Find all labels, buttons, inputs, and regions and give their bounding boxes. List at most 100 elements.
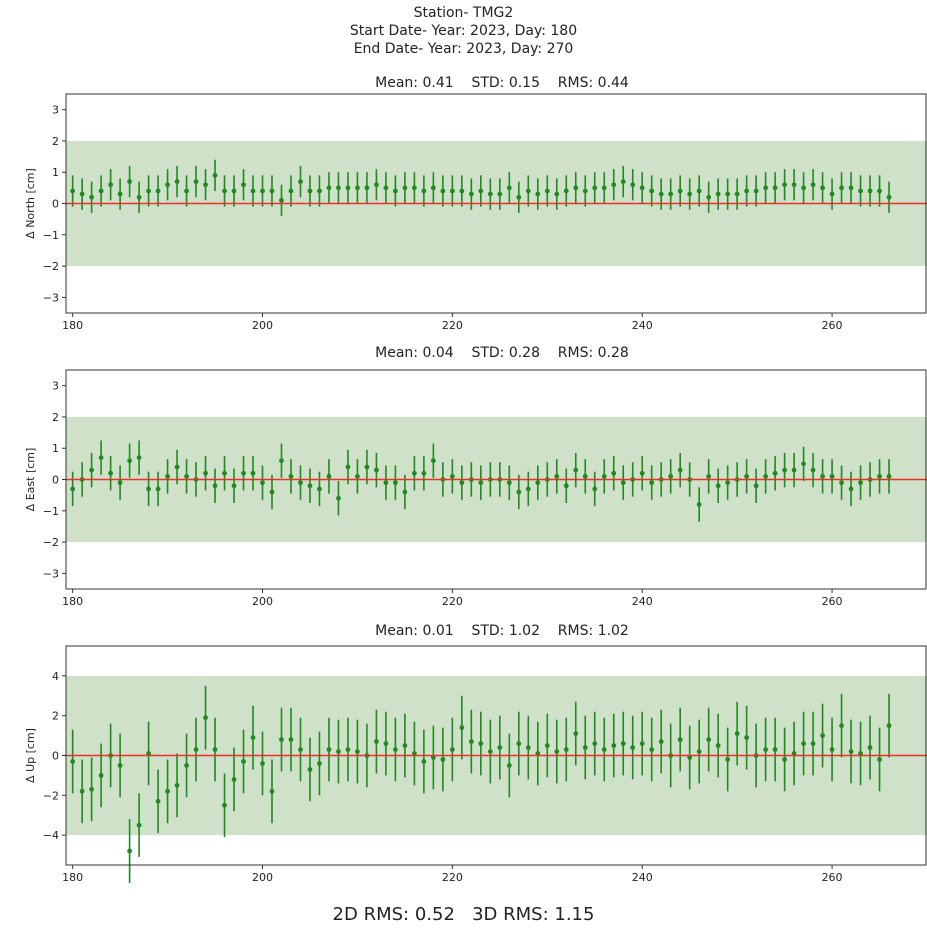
up-data-point [478, 741, 484, 746]
north-data-point [336, 185, 341, 191]
north-data-point [810, 182, 816, 188]
east-data-point [383, 480, 389, 486]
north-data-point [601, 185, 607, 191]
up-data-point [383, 741, 389, 746]
north-data-point [734, 191, 740, 197]
up-data-point [402, 743, 408, 748]
east-data-point [231, 483, 237, 489]
up-data-point [554, 749, 560, 754]
east-y-tick-label: 3 [52, 380, 59, 393]
north-data-point [298, 179, 303, 185]
east-data-point [839, 480, 844, 486]
up-data-point [89, 786, 95, 792]
up-data-point [734, 731, 740, 736]
east-x-tick-label: 220 [442, 595, 463, 608]
up-data-point [649, 747, 655, 752]
north-data-point [231, 188, 237, 194]
east-data-point [516, 489, 522, 495]
up-data-point [525, 745, 531, 750]
east-data-point [421, 470, 427, 476]
north-data-point [677, 188, 683, 194]
north-y-tick-label: −1 [43, 229, 59, 242]
east-y-tick-label: 1 [52, 442, 59, 455]
up-data-point [696, 749, 702, 754]
east-data-point [563, 483, 569, 489]
east-data-point [715, 483, 721, 489]
east-data-point [364, 464, 370, 470]
east-data-point [402, 489, 408, 495]
north-data-point [260, 188, 265, 194]
north-data-point [848, 185, 854, 191]
north-data-point [886, 194, 892, 200]
north-data-point [877, 188, 882, 194]
east-data-point [829, 473, 835, 479]
north-data-point [649, 188, 655, 194]
up-data-point [582, 745, 588, 750]
east-data-point [155, 486, 161, 492]
north-data-point [772, 185, 778, 191]
east-data-point [820, 473, 825, 479]
up-data-point [886, 723, 892, 729]
up-data-point [715, 743, 721, 748]
north-data-point [592, 185, 598, 191]
north-data-point [535, 191, 541, 197]
north-data-point [668, 191, 674, 197]
north-data-point [345, 185, 351, 191]
north-data-point [136, 194, 142, 200]
north-data-point [782, 182, 788, 188]
east-x-tick-label: 200 [252, 595, 273, 608]
east-data-point [753, 483, 759, 489]
up-data-point [449, 747, 455, 752]
up-data-point [212, 747, 218, 752]
east-data-point [601, 473, 607, 479]
up-data-point [317, 761, 322, 766]
up-x-tick-label: 260 [822, 871, 843, 884]
north-data-point [839, 185, 844, 191]
up-data-point [630, 745, 636, 750]
north-data-point [79, 191, 85, 197]
up-data-point [231, 776, 237, 782]
east-data-point [184, 473, 189, 479]
north-y-tick-label: 0 [52, 198, 59, 211]
east-y-tick-label: −3 [43, 567, 59, 580]
up-x-tick-label: 200 [252, 871, 273, 884]
north-data-point [108, 182, 114, 188]
up-data-point [98, 773, 104, 778]
up-data-point [288, 737, 294, 742]
up-data-point [155, 798, 161, 804]
north-data-point [449, 188, 455, 194]
up-data-point [440, 757, 446, 762]
east-data-point [212, 483, 218, 489]
north-data-point [269, 188, 275, 194]
north-data-point [307, 188, 313, 194]
north-data-point [554, 191, 560, 197]
up-data-point [772, 747, 778, 752]
east-data-point [174, 464, 180, 470]
east-data-point [763, 473, 769, 479]
north-data-point [801, 185, 806, 191]
up-y-tick-label: −2 [43, 789, 59, 802]
east-data-point [317, 486, 322, 492]
north-data-point [364, 185, 370, 191]
east-data-point [136, 455, 142, 460]
up-y-tick-label: 4 [52, 670, 59, 683]
east-x-tick-label: 260 [822, 595, 843, 608]
north-data-point [696, 188, 702, 194]
north-data-point [658, 191, 664, 197]
north-y-tick-label: 3 [52, 104, 59, 117]
north-data-point [725, 191, 731, 197]
north-data-point [611, 182, 617, 188]
north-y-tick-label: 1 [52, 166, 59, 179]
east-data-point [269, 489, 275, 495]
up-data-point [459, 725, 465, 731]
east-data-point [108, 470, 114, 476]
east-y-tick-label: −2 [43, 536, 59, 549]
north-data-point [288, 188, 294, 194]
up-data-point [79, 788, 85, 794]
up-data-point [839, 723, 844, 729]
north-data-point [212, 172, 218, 178]
north-data-point [791, 182, 797, 188]
east-data-point [279, 458, 284, 464]
east-data-point [858, 480, 863, 486]
up-data-point [250, 735, 256, 740]
